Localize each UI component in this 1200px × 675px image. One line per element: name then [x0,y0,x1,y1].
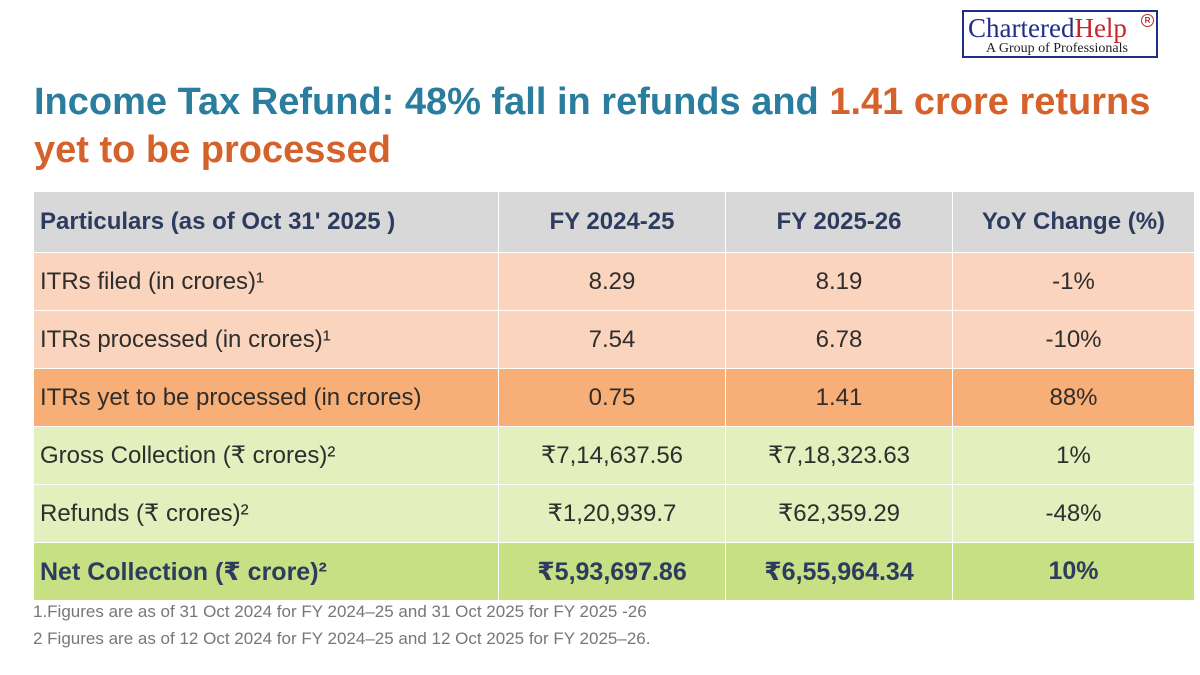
cell-fy2025-26: ₹6,55,964.34 [725,542,953,601]
row-label: ITRs yet to be processed (in crores) [33,368,499,427]
footnote-1: 1.Figures are as of 31 Oct 2024 for FY 2… [33,602,647,621]
row-label: ITRs filed (in crores)¹ [33,252,499,311]
header-fy2024-25: FY 2024-25 [498,191,726,253]
brand-logo: CharteredHelp R A Group of Professionals [962,10,1158,58]
cell-fy2025-26: 6.78 [725,310,953,369]
cell-yoy: -48% [952,484,1195,543]
header-particulars: Particulars (as of Oct 31' 2025 ) [33,191,499,253]
cell-fy2025-26: ₹7,18,323.63 [725,426,953,485]
cell-fy2024-25: 0.75 [498,368,726,427]
refund-table: Particulars (as of Oct 31' 2025 ) FY 202… [33,191,1195,601]
title-main: Income Tax Refund: 48% fall in refunds a… [34,81,830,123]
cell-fy2024-25: ₹7,14,637.56 [498,426,726,485]
table-row: ITRs yet to be processed (in crores) 0.7… [33,368,1195,427]
cell-yoy: 1% [952,426,1195,485]
cell-fy2024-25: 7.54 [498,310,726,369]
cell-fy2024-25: ₹5,93,697.86 [498,542,726,601]
table-row: Gross Collection (₹ crores)² ₹7,14,637.5… [33,426,1195,485]
cell-fy2024-25: 8.29 [498,252,726,311]
header-fy2025-26: FY 2025-26 [725,191,953,253]
cell-fy2025-26: 1.41 [725,368,953,427]
row-label: Net Collection (₹ crore)² [33,542,499,601]
logo-wordmark: CharteredHelp [968,13,1127,43]
cell-fy2025-26: ₹62,359.29 [725,484,953,543]
row-label: Refunds (₹ crores)² [33,484,499,543]
cell-yoy: -10% [952,310,1195,369]
footnote-2: 2 Figures are as of 12 Oct 2024 for FY 2… [33,629,651,648]
row-label: Gross Collection (₹ crores)² [33,426,499,485]
table-row: ITRs filed (in crores)¹ 8.29 8.19 -1% [33,252,1195,311]
cell-yoy: 10% [952,542,1195,601]
cell-fy2025-26: 8.19 [725,252,953,311]
cell-yoy: -1% [952,252,1195,311]
page-title: Income Tax Refund: 48% fall in refunds a… [34,78,1174,174]
cell-fy2024-25: ₹1,20,939.7 [498,484,726,543]
footnotes: 1.Figures are as of 31 Oct 2024 for FY 2… [33,598,650,652]
table-row: ITRs processed (in crores)¹ 7.54 6.78 -1… [33,310,1195,369]
cell-yoy: 88% [952,368,1195,427]
table-header-row: Particulars (as of Oct 31' 2025 ) FY 202… [33,191,1195,253]
header-yoy-change: YoY Change (%) [952,191,1195,253]
table-row: Refunds (₹ crores)² ₹1,20,939.7 ₹62,359.… [33,484,1195,543]
table-row-total: Net Collection (₹ crore)² ₹5,93,697.86 ₹… [33,542,1195,601]
title-highlight: 1.41 crore returns yet to be processed [34,81,1151,171]
registered-mark: R [1141,14,1154,27]
logo-tagline: A Group of Professionals [986,41,1128,56]
row-label: ITRs processed (in crores)¹ [33,310,499,369]
